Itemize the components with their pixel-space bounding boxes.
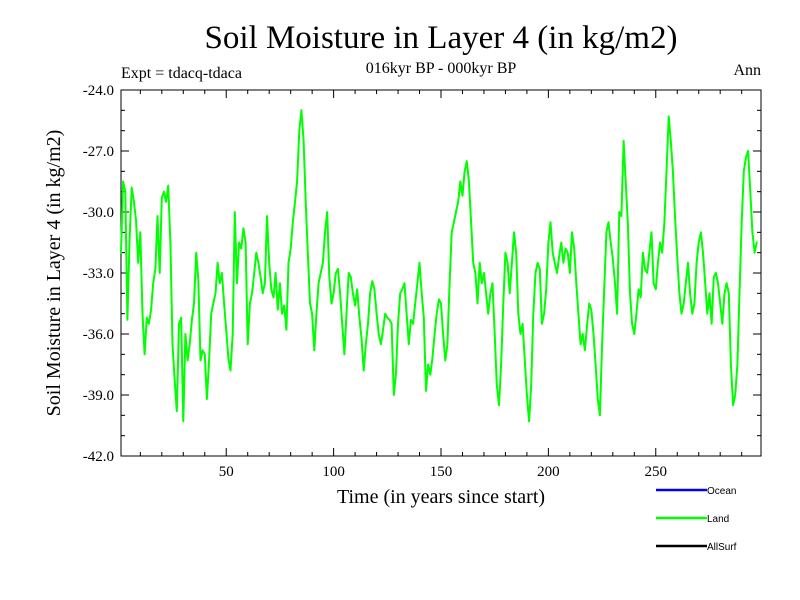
- y-tick-label: -27.0: [83, 144, 114, 160]
- season-label: Ann: [733, 62, 761, 79]
- x-axis-title: Time (in years since start): [337, 486, 545, 508]
- y-tick-label: -42.0: [83, 449, 114, 465]
- y-tick-label: -30.0: [83, 205, 114, 221]
- x-tick-label: 250: [645, 464, 668, 480]
- x-tick-label: 200: [537, 464, 560, 480]
- x-tick-label: 150: [430, 464, 453, 480]
- x-tick-label: 50: [219, 464, 234, 480]
- y-tick-label: -33.0: [83, 266, 114, 282]
- y-axis-title: Soil Moisture in Layer 4 (in kg/m2): [43, 130, 65, 417]
- legend-label-land: Land: [707, 514, 729, 525]
- y-tick-label: -36.0: [83, 327, 114, 343]
- chart-subtitle: 016kyr BP - 000kyr BP: [366, 60, 517, 77]
- x-tick-label: 100: [322, 464, 345, 480]
- series-layer: [120, 109, 758, 423]
- series-line-land: [120, 109, 758, 423]
- legend-label-ocean: Ocean: [707, 486, 736, 497]
- legend: Ocean Land AllSurf: [656, 486, 737, 553]
- y-tick-label: -24.0: [83, 83, 114, 99]
- x-axis: 50 100 150 200 250: [139, 90, 743, 480]
- y-axis: -24.0 -27.0 -30.0 -33.0 -36.0 -39.0 -42.0: [83, 83, 761, 465]
- legend-label-allsurf: AllSurf: [707, 542, 737, 553]
- chart-title: Soil Moisture in Layer 4 (in kg/m2): [205, 20, 678, 56]
- experiment-label: Expt = tdacq-tdaca: [121, 65, 242, 82]
- y-tick-label: -39.0: [83, 388, 114, 404]
